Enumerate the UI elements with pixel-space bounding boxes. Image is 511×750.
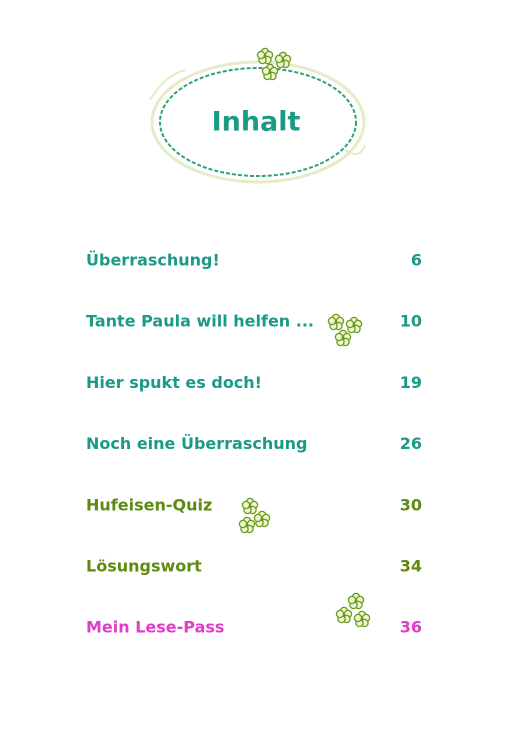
contents-list: Überraschung! 6 Tante Paula will helfen ..…: [86, 251, 422, 637]
entry-page: 30: [400, 495, 422, 514]
contents-entry: Noch eine Überraschung 26: [86, 434, 422, 453]
entry-page: 36: [400, 618, 422, 637]
entry-title: Hier spukt es doch!: [86, 373, 262, 392]
entry-title: Lösungswort: [86, 557, 202, 576]
entry-page: 6: [411, 251, 422, 270]
flower-decorations: [238, 313, 371, 628]
contents-entry: Lösungswort 34: [86, 557, 422, 576]
contents-entry: Mein Lese-Pass 36: [86, 618, 422, 637]
entry-page: 19: [400, 373, 422, 392]
contents-entry: Hufeisen-Quiz 30: [86, 495, 422, 514]
contents-entry: Überraschung! 6: [86, 251, 422, 270]
title: Inhalt: [212, 107, 301, 138]
entry-title: Hufeisen-Quiz: [86, 495, 212, 514]
entry-title: Tante Paula will helfen ...: [86, 312, 314, 331]
entry-title: Überraschung!: [86, 251, 220, 270]
entry-title: Noch eine Überraschung: [86, 434, 307, 453]
entry-page: 34: [400, 557, 422, 576]
title-frame: [149, 47, 366, 184]
contents-entry: Hier spukt es doch! 19: [86, 373, 422, 392]
entry-title: Mein Lese-Pass: [86, 618, 224, 637]
entry-page: 10: [400, 312, 422, 331]
entry-page: 26: [400, 434, 422, 453]
contents-entry: Tante Paula will helfen ... 10: [86, 312, 422, 331]
